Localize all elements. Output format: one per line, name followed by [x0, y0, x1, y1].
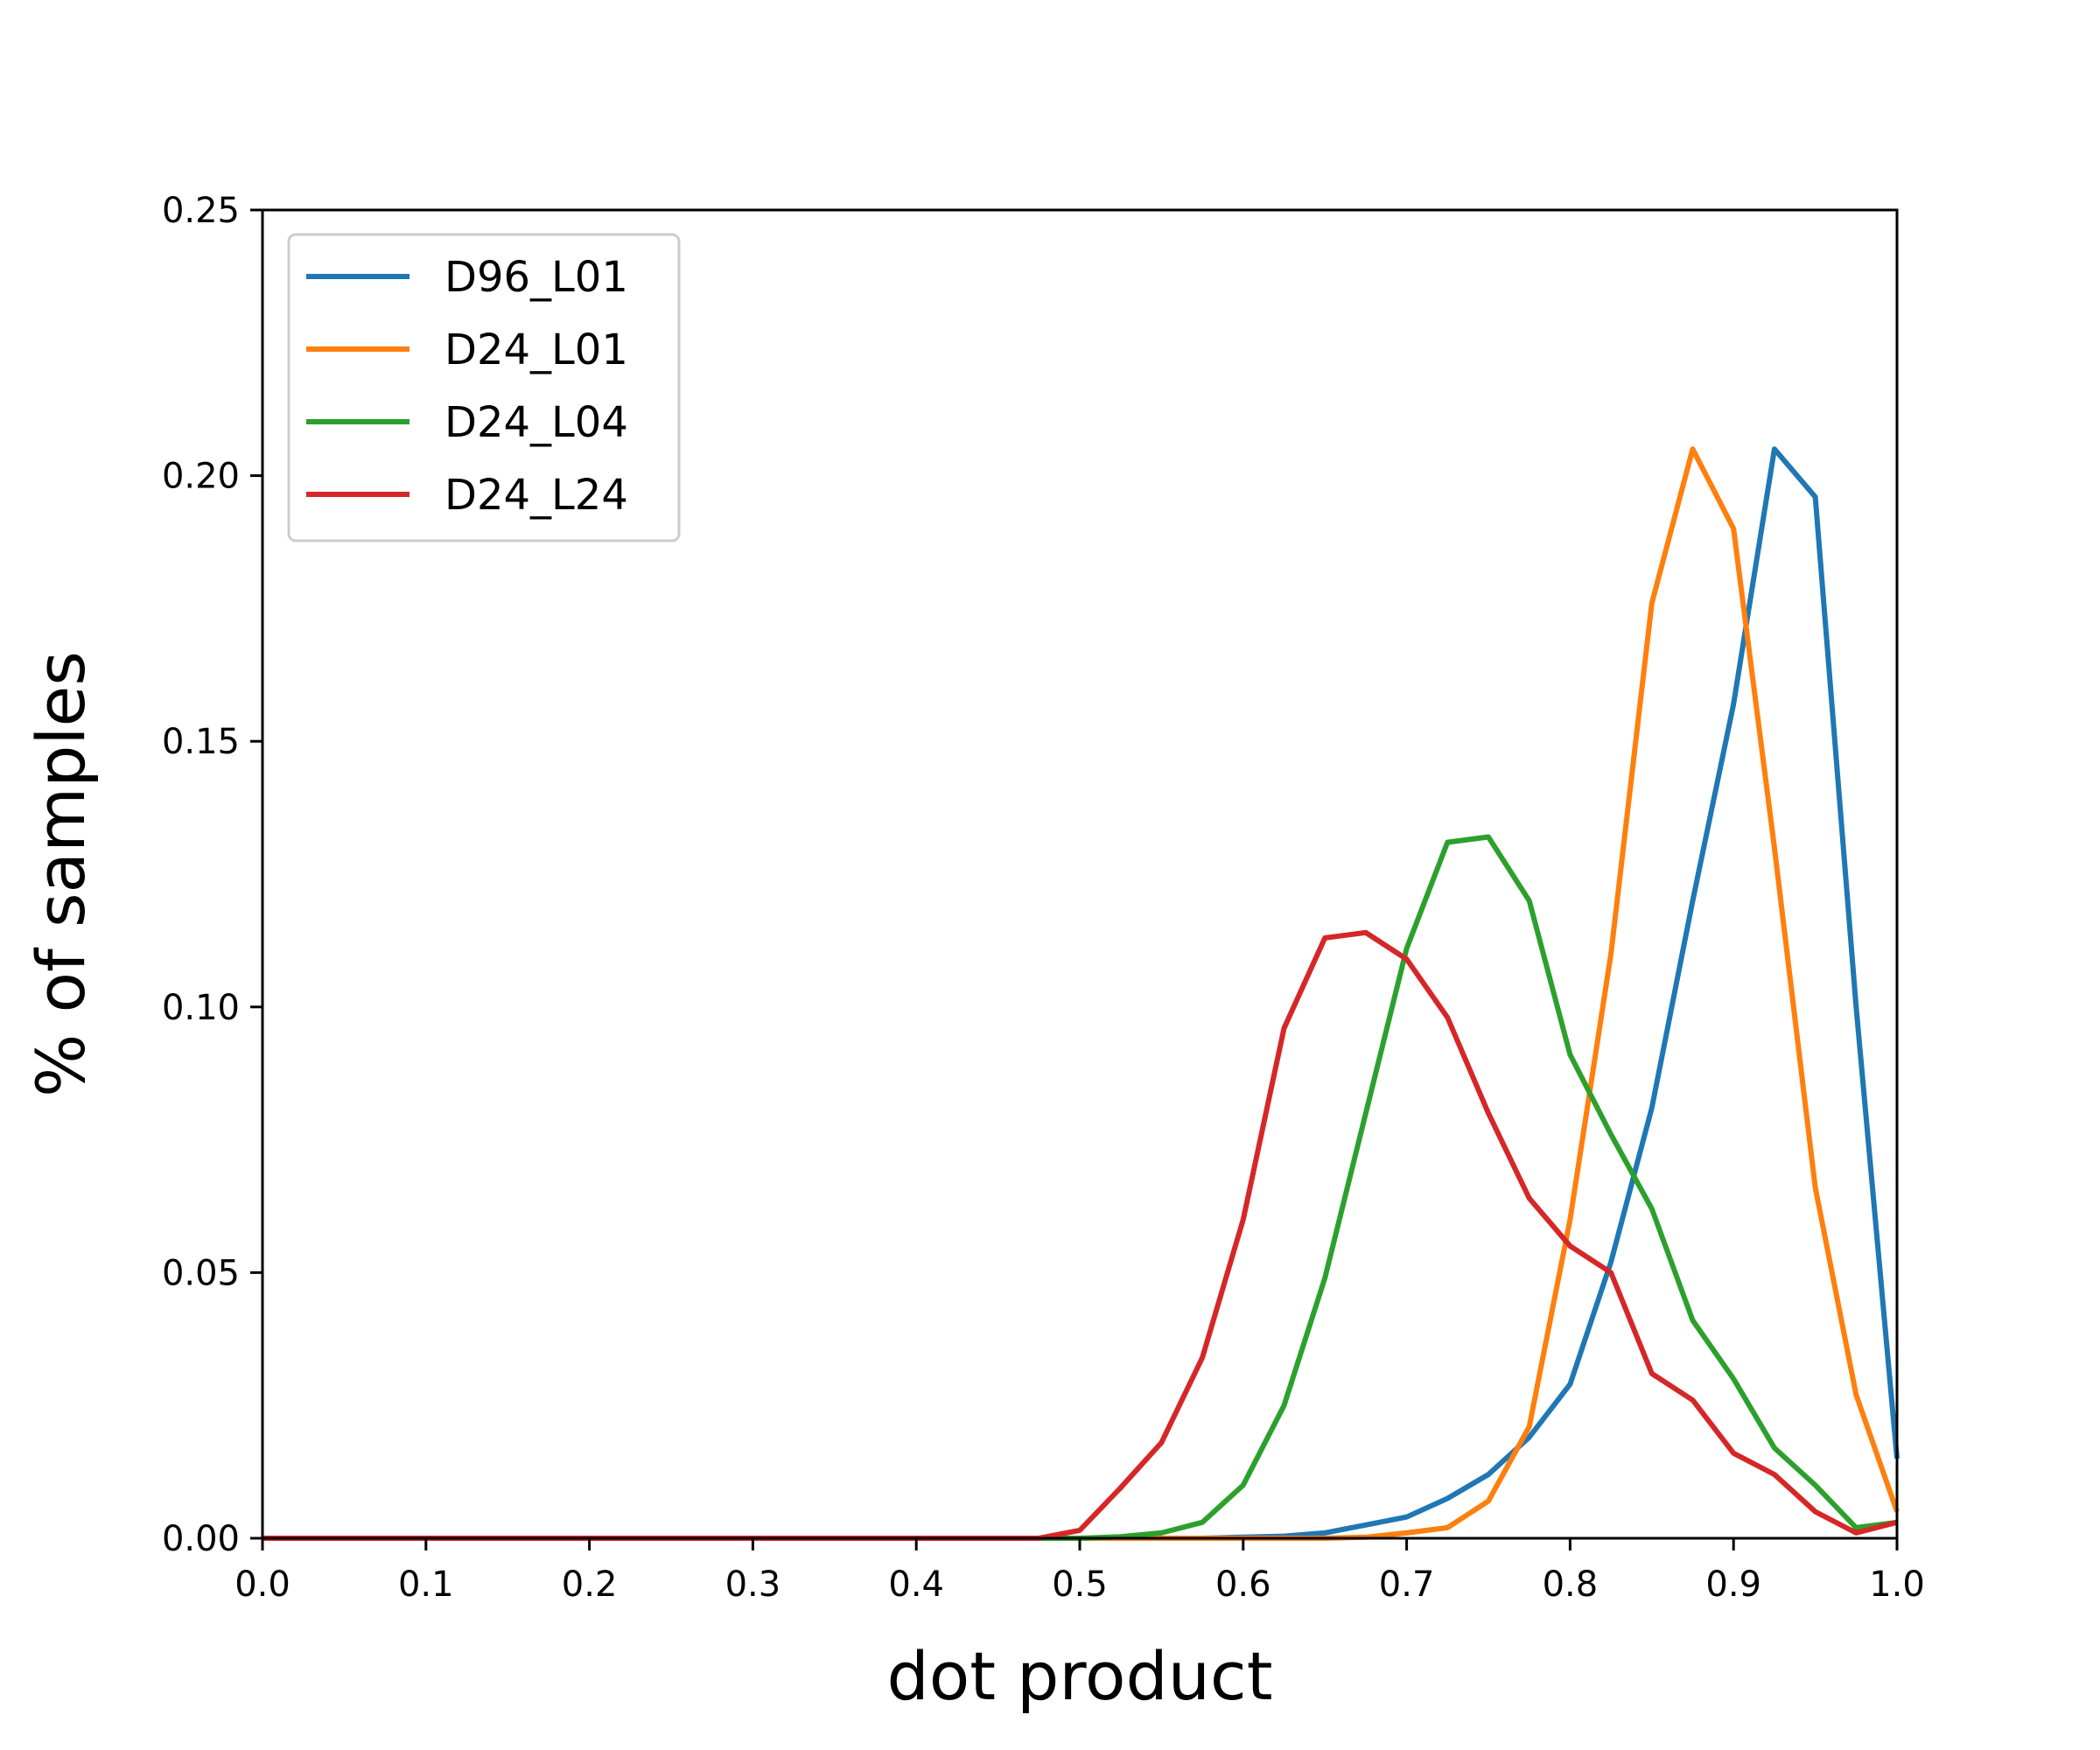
x-tick-label: 0.3: [725, 1564, 781, 1605]
x-axis: 0.0 0.1 0.2 0.3 0.4 0.5 0.6 0.7 0.8 0.9 1.0: [234, 1538, 1925, 1605]
x-tick-label: 0.8: [1543, 1564, 1599, 1605]
y-tick-label: 0.20: [162, 457, 240, 497]
x-tick-label: 0.2: [562, 1564, 618, 1605]
y-tick-label: 0.15: [162, 722, 240, 762]
y-tick-label: 0.10: [162, 988, 240, 1028]
legend-label: D24_L04: [444, 398, 628, 447]
x-tick-label: 0.6: [1215, 1564, 1271, 1605]
legend: D96_L01 D24_L01 D24_L04 D24_L24: [287, 233, 681, 542]
x-tick-label: 0.1: [398, 1564, 454, 1605]
y-axis-label: % of samples: [22, 651, 100, 1097]
y-axis: 0.00 0.05 0.10 0.15 0.20 0.25: [162, 191, 262, 1559]
x-tick-label: 0.7: [1379, 1564, 1435, 1605]
series-layer: [262, 446, 1900, 1541]
x-tick-label: 0.5: [1052, 1564, 1108, 1605]
legend-label: D24_L24: [444, 471, 628, 520]
x-tick-label: 0.9: [1705, 1564, 1761, 1605]
x-axis-label: dot product: [886, 1637, 1272, 1715]
series-line-d24-l04: [262, 834, 1898, 1541]
x-tick-label: 0.4: [888, 1564, 944, 1605]
x-tick-label: 1.0: [1869, 1564, 1925, 1605]
legend-label: D96_L01: [444, 253, 628, 302]
y-tick-label: 0.05: [162, 1253, 240, 1293]
legend-label: D24_L01: [444, 326, 628, 374]
legend-box: [287, 233, 681, 542]
series-line-d24-l24: [262, 929, 1898, 1541]
y-tick-label: 0.00: [162, 1519, 240, 1559]
y-tick-label: 0.25: [162, 191, 240, 231]
x-tick-label: 0.0: [234, 1564, 290, 1605]
